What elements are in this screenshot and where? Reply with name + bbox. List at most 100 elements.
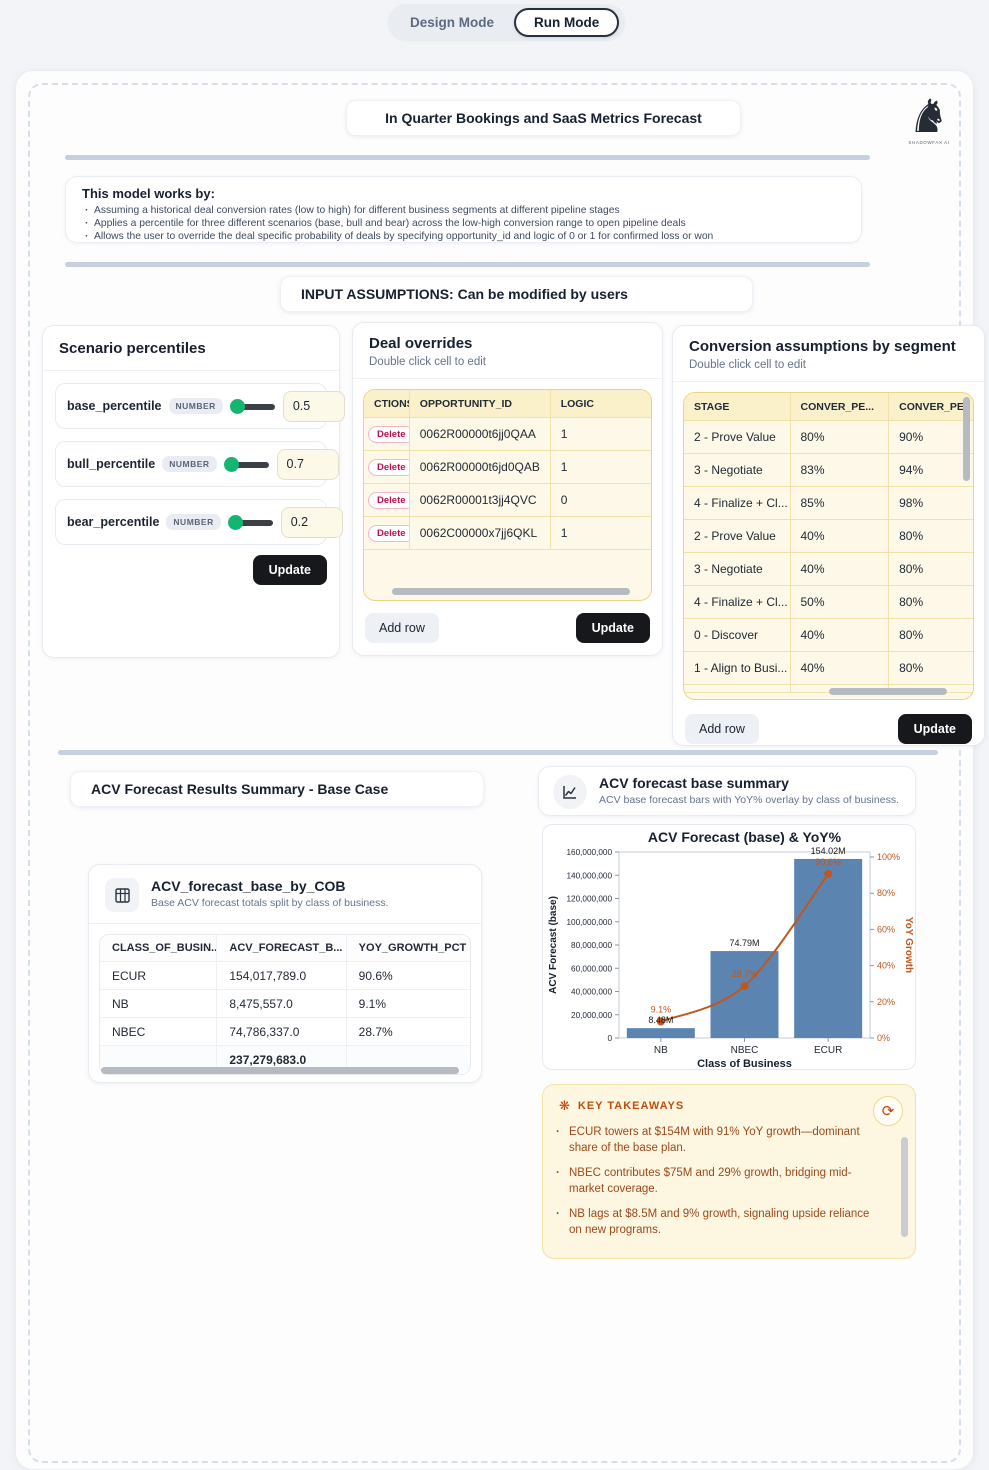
horizontal-scrollbar[interactable] xyxy=(101,1067,459,1074)
bull-percentile-slider[interactable] xyxy=(223,456,270,472)
stage-cell[interactable]: 1 - Align to Busi... xyxy=(684,652,791,685)
logic-cell[interactable]: 1 xyxy=(550,451,651,484)
conv-high-cell[interactable]: 98% xyxy=(889,487,973,520)
svg-text:ECUR: ECUR xyxy=(814,1045,842,1056)
conversion-update-button[interactable]: Update xyxy=(897,714,972,744)
run-mode-button[interactable]: Run Mode xyxy=(514,7,620,37)
refresh-button[interactable]: ⟳ xyxy=(873,1096,903,1126)
table-row: 1 - Align to Busi... 40% 80% xyxy=(684,652,973,685)
field-bull-percentile: bull_percentile NUMBER xyxy=(55,441,339,487)
conv-high-cell[interactable]: 80% xyxy=(889,586,973,619)
field-label: bear_percentile xyxy=(67,515,160,529)
table-row: Delete 0062R00000t6jj0QAA 1 xyxy=(364,418,651,451)
svg-text:NBEC: NBEC xyxy=(731,1045,759,1056)
acv-chart-card: ACV Forecast (base) & YoY% 0 20,000,000 40,… xyxy=(542,824,916,1070)
conv-low-cell[interactable]: 40% xyxy=(790,652,890,685)
conversion-assumptions-panel: Conversion assumptions by segment Double… xyxy=(672,325,985,746)
yoy-cell: 90.6% xyxy=(346,962,470,990)
conv-low-cell[interactable]: 50% xyxy=(790,586,890,619)
table-row: Delete 0062R00001t3jj4QVC 0 xyxy=(364,484,651,517)
deal-overrides-subtitle: Double click cell to edit xyxy=(369,356,486,368)
logo: ♞ SHADOWFAX AI xyxy=(901,90,957,145)
field-base-percentile: base_percentile NUMBER xyxy=(55,383,345,429)
deal-update-button[interactable]: Update xyxy=(575,613,650,643)
conv-high-cell[interactable]: 80% xyxy=(889,553,973,586)
delete-button[interactable]: Delete xyxy=(368,491,409,509)
opportunity-id-cell[interactable]: 0062R00000t6jd0QAB xyxy=(409,451,551,484)
horse-logo-icon: ♞ xyxy=(908,90,950,142)
scenario-percentiles-panel: Scenario percentiles base_percentile NUM… xyxy=(42,325,345,658)
column-header-cob: CLASS_OF_BUSIN... xyxy=(100,935,218,962)
svg-text:20%: 20% xyxy=(877,997,895,1007)
refresh-icon: ⟳ xyxy=(881,1103,895,1120)
logic-cell[interactable]: 1 xyxy=(550,418,651,451)
horizontal-scrollbar[interactable] xyxy=(392,588,630,595)
conv-high-cell[interactable]: 80% xyxy=(889,652,973,685)
delete-button[interactable]: Delete xyxy=(368,458,409,476)
conv-high-cell[interactable]: 94% xyxy=(889,454,973,487)
column-header-acv: ACV_FORECAST_B... xyxy=(217,935,347,962)
stage-cell[interactable]: 4 - Finalize + Cl... xyxy=(684,487,791,520)
svg-text:ACV Forecast (base): ACV Forecast (base) xyxy=(548,896,559,994)
svg-text:154.02M: 154.02M xyxy=(811,846,846,856)
conv-high-cell[interactable]: 80% xyxy=(889,520,973,553)
conv-high-cell[interactable]: 90% xyxy=(889,421,973,454)
horizontal-scrollbar[interactable] xyxy=(829,688,947,695)
field-label: bull_percentile xyxy=(67,457,156,471)
slider-thumb[interactable] xyxy=(227,514,243,530)
table-header-row: CTIONS OPPORTUNITY_ID LOGIC xyxy=(364,390,651,418)
bear-percentile-slider[interactable] xyxy=(227,514,274,530)
stage-cell[interactable]: 3 - Negotiate xyxy=(684,454,791,487)
number-type-badge: NUMBER xyxy=(166,514,221,530)
cob-table-card: ACV_forecast_base_by_COB Base ACV foreca… xyxy=(88,864,482,1083)
delete-button[interactable]: Delete xyxy=(368,524,409,542)
design-mode-button[interactable]: Design Mode xyxy=(410,14,495,30)
chart-summary-header-card: ACV forecast base summary ACV base forec… xyxy=(538,766,916,816)
logic-cell[interactable]: 1 xyxy=(550,517,651,550)
deal-overrides-table: CTIONS OPPORTUNITY_ID LOGIC Delete 0062R… xyxy=(363,389,652,601)
model-bullet: Allows the user to override the deal spe… xyxy=(82,230,845,243)
slider-thumb[interactable] xyxy=(229,398,245,414)
vertical-scrollbar[interactable] xyxy=(901,1137,908,1237)
column-header-actions: CTIONS xyxy=(364,390,410,418)
stage-cell[interactable]: 2 - Prove Value xyxy=(684,520,791,553)
stage-cell[interactable]: 0 - Discover xyxy=(684,619,791,652)
slider-track xyxy=(236,403,275,410)
deal-add-row-button[interactable]: Add row xyxy=(365,613,439,643)
opportunity-id-cell[interactable]: 0062C00000x7jj6QKL xyxy=(409,517,551,550)
takeaway-item: NB lags at $8.5M and 9% growth, signalin… xyxy=(556,1206,881,1238)
conv-low-cell[interactable]: 85% xyxy=(790,487,890,520)
opportunity-id-cell[interactable]: 0062R00000t6jj0QAA xyxy=(409,418,551,451)
stage-cell[interactable]: 3 - Negotiate xyxy=(684,553,791,586)
conv-low-cell[interactable]: 40% xyxy=(790,619,890,652)
slider-thumb[interactable] xyxy=(223,456,239,472)
vertical-scrollbar[interactable] xyxy=(963,397,970,481)
svg-text:120,000,000: 120,000,000 xyxy=(566,895,612,904)
base-percentile-input[interactable] xyxy=(282,390,345,422)
svg-text:90.6%: 90.6% xyxy=(815,857,841,867)
yoy-cell: 9.1% xyxy=(346,990,470,1018)
table-row: NB 8,475,557.0 9.1% xyxy=(100,990,470,1018)
table-row: 3 - Negotiate 83% 94% xyxy=(684,454,973,487)
stage-cell[interactable]: 4 - Finalize + Cl... xyxy=(684,586,791,619)
conv-low-cell[interactable]: 83% xyxy=(790,454,890,487)
scenario-update-button[interactable]: Update xyxy=(252,555,327,585)
svg-text:80,000,000: 80,000,000 xyxy=(571,941,612,950)
stage-cell[interactable]: 2 - Prove Value xyxy=(684,421,791,454)
key-takeaways-title: KEY TAKEAWAYS xyxy=(577,1100,685,1112)
bull-percentile-input[interactable] xyxy=(276,448,339,480)
conv-low-cell[interactable]: 80% xyxy=(790,421,890,454)
acv-chart-svg: ACV Forecast (base) & YoY% 0 20,000,000 40,… xyxy=(548,829,914,1070)
base-percentile-slider[interactable] xyxy=(229,398,276,414)
opportunity-id-cell[interactable]: 0062R00001t3jj4QVC xyxy=(409,484,551,517)
conv-low-cell[interactable]: 40% xyxy=(790,520,890,553)
page-title-card: In Quarter Bookings and SaaS Metrics For… xyxy=(346,100,741,136)
logic-cell[interactable]: 0 xyxy=(550,484,651,517)
conv-low-cell[interactable]: 40% xyxy=(790,553,890,586)
conversion-add-row-button[interactable]: Add row xyxy=(685,714,759,744)
bear-percentile-input[interactable] xyxy=(280,506,343,538)
conv-high-cell[interactable]: 80% xyxy=(889,619,973,652)
takeaway-item: ECUR towers at $154M with 91% YoY growth… xyxy=(556,1124,881,1156)
table-row: NBEC 74,786,337.0 28.7% xyxy=(100,1018,470,1046)
delete-button[interactable]: Delete xyxy=(368,425,409,443)
